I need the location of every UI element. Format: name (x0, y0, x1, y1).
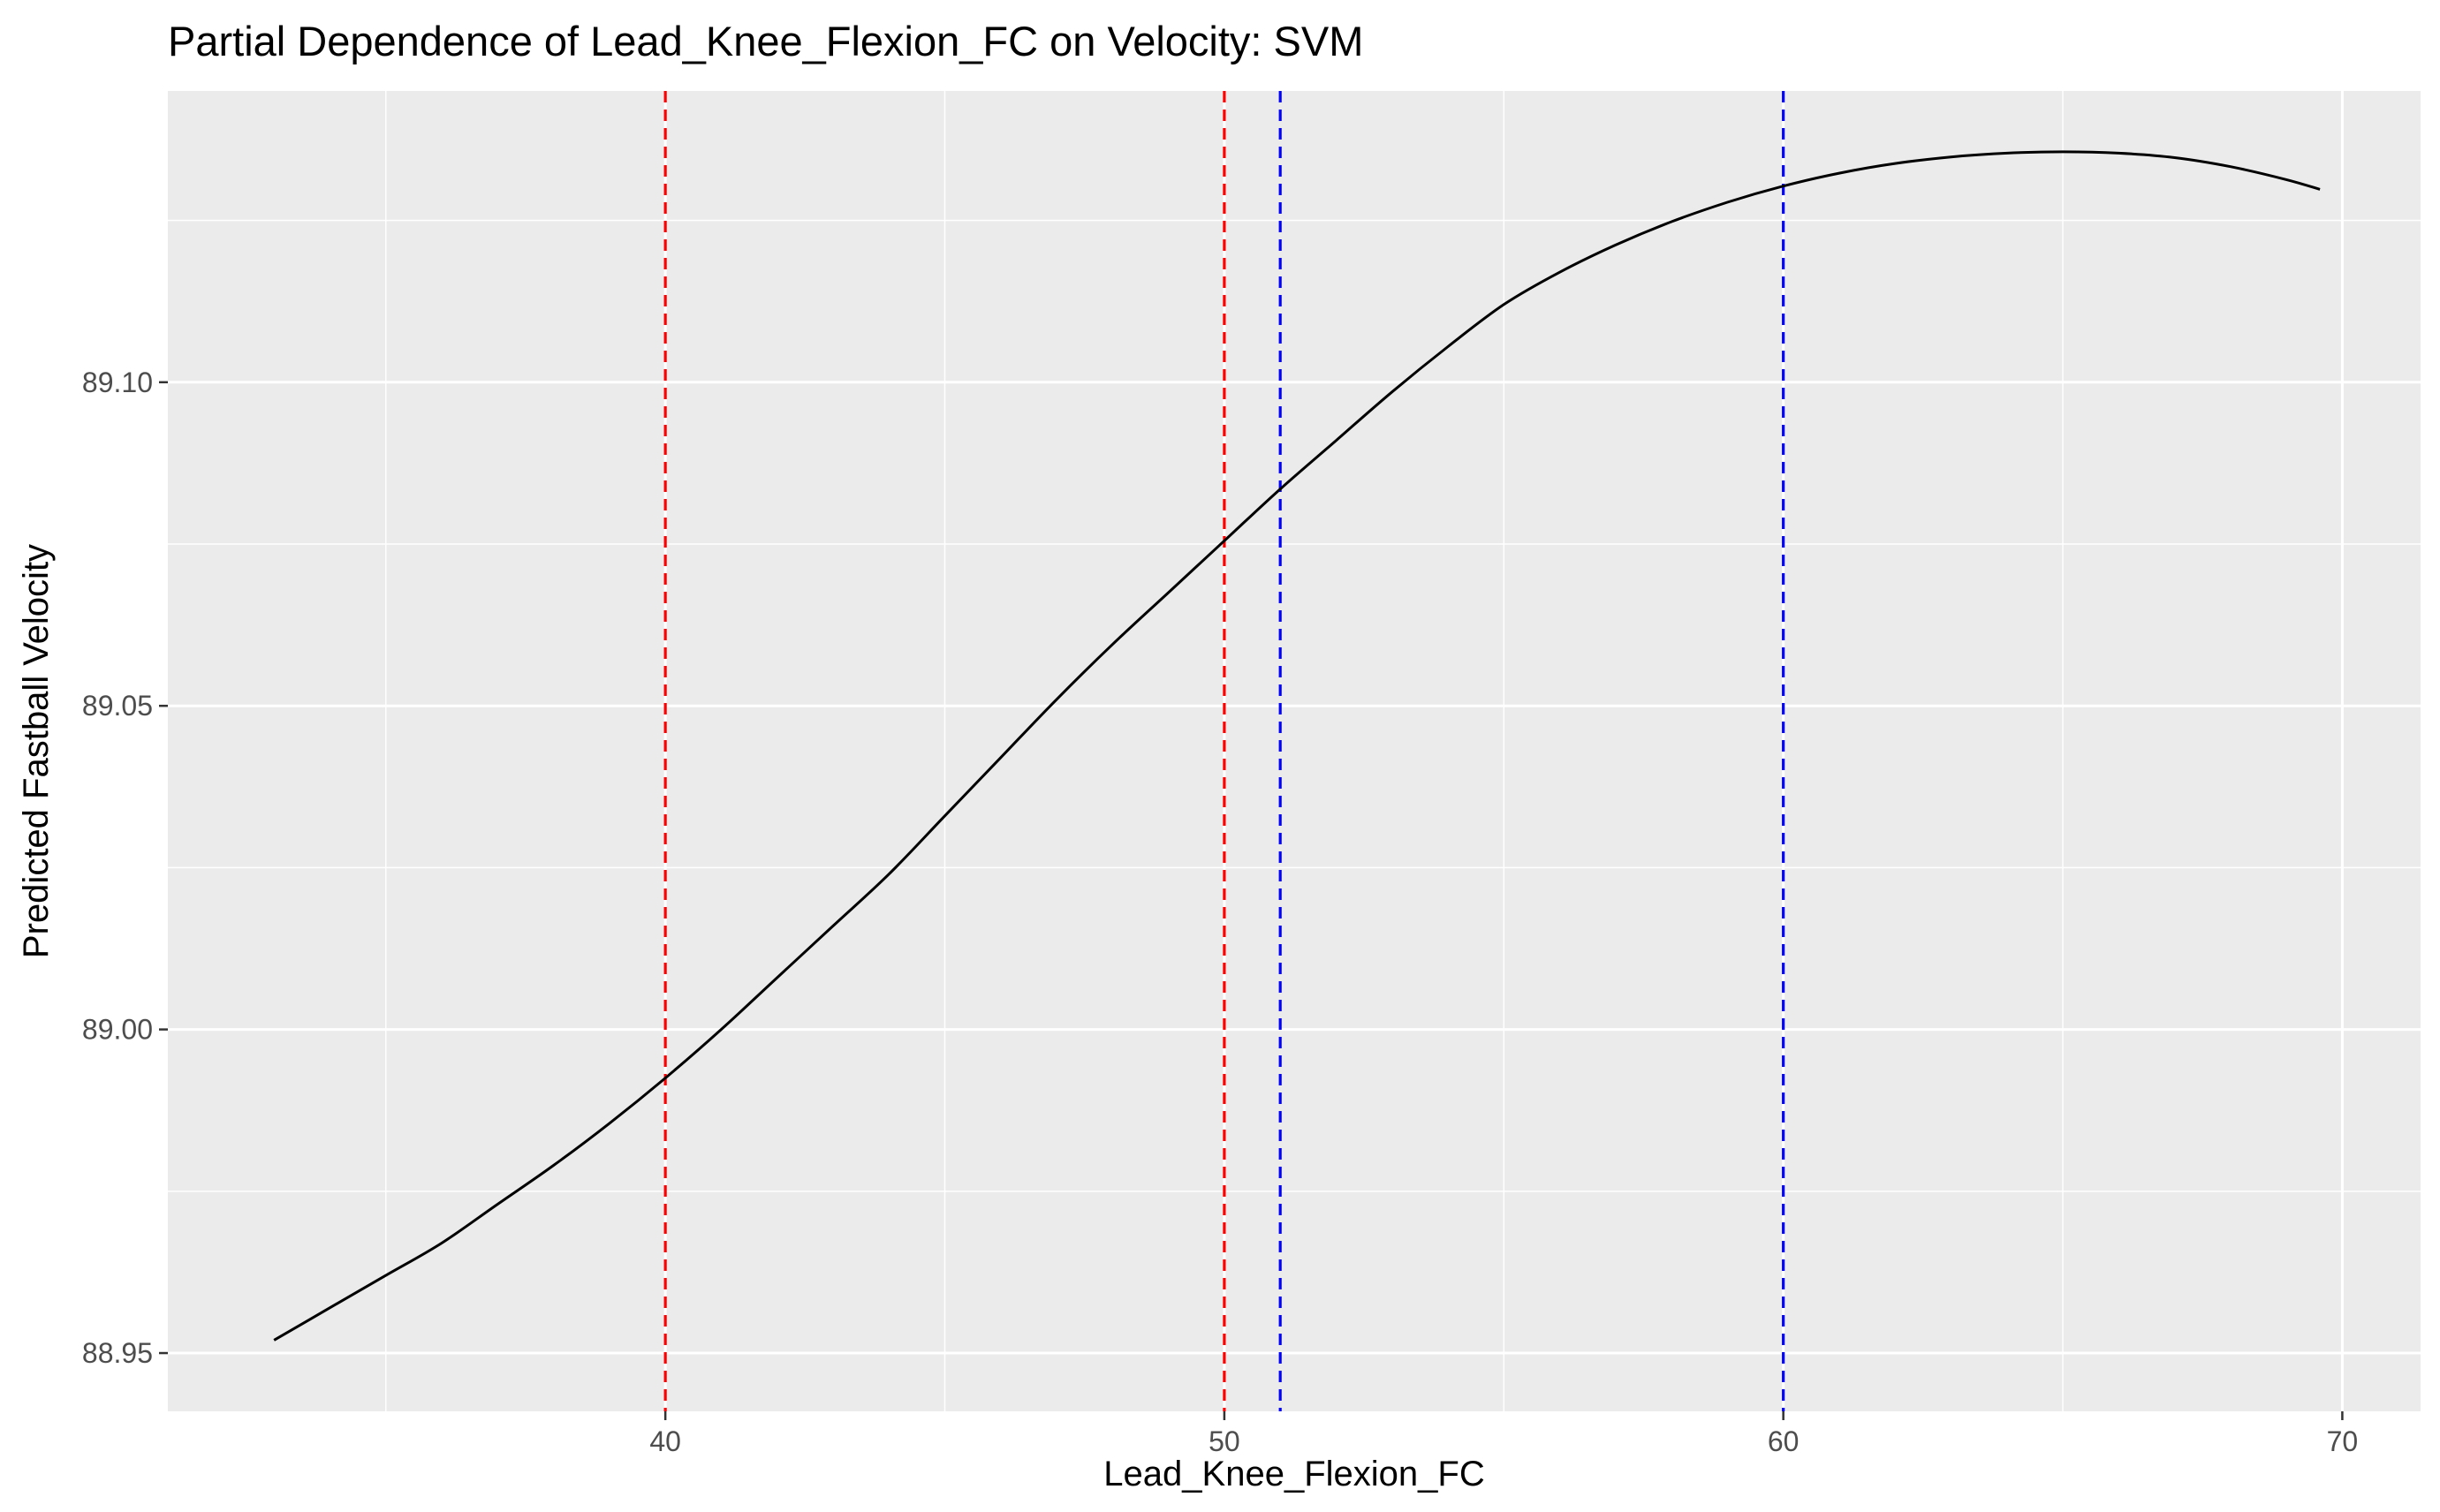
x-tick-label: 60 (1768, 1425, 1800, 1457)
chart-title: Partial Dependence of Lead_Knee_Flexion_… (168, 18, 1363, 64)
plot-panel (168, 91, 2421, 1411)
series-line (273, 150, 2321, 1342)
minor-gridlines (168, 91, 2421, 1411)
x-tick-label: 70 (2327, 1425, 2359, 1457)
y-axis-title: Predicted Fastball Velocity (17, 544, 56, 958)
y-tick-label: 89.05 (82, 690, 153, 722)
y-tick-label: 88.95 (82, 1337, 153, 1369)
x-axis-ticks: 40 50 60 70 (649, 1411, 2358, 1457)
x-axis-title: Lead_Knee_Flexion_FC (1103, 1455, 1484, 1493)
y-axis-ticks: 88.95 89.00 89.05 89.10 (82, 367, 168, 1369)
y-tick-label: 89.00 (82, 1014, 153, 1046)
x-tick-label: 40 (649, 1425, 681, 1457)
x-tick-label: 50 (1209, 1425, 1240, 1457)
y-tick-label: 89.10 (82, 367, 153, 398)
reference-lines (663, 91, 1785, 1411)
